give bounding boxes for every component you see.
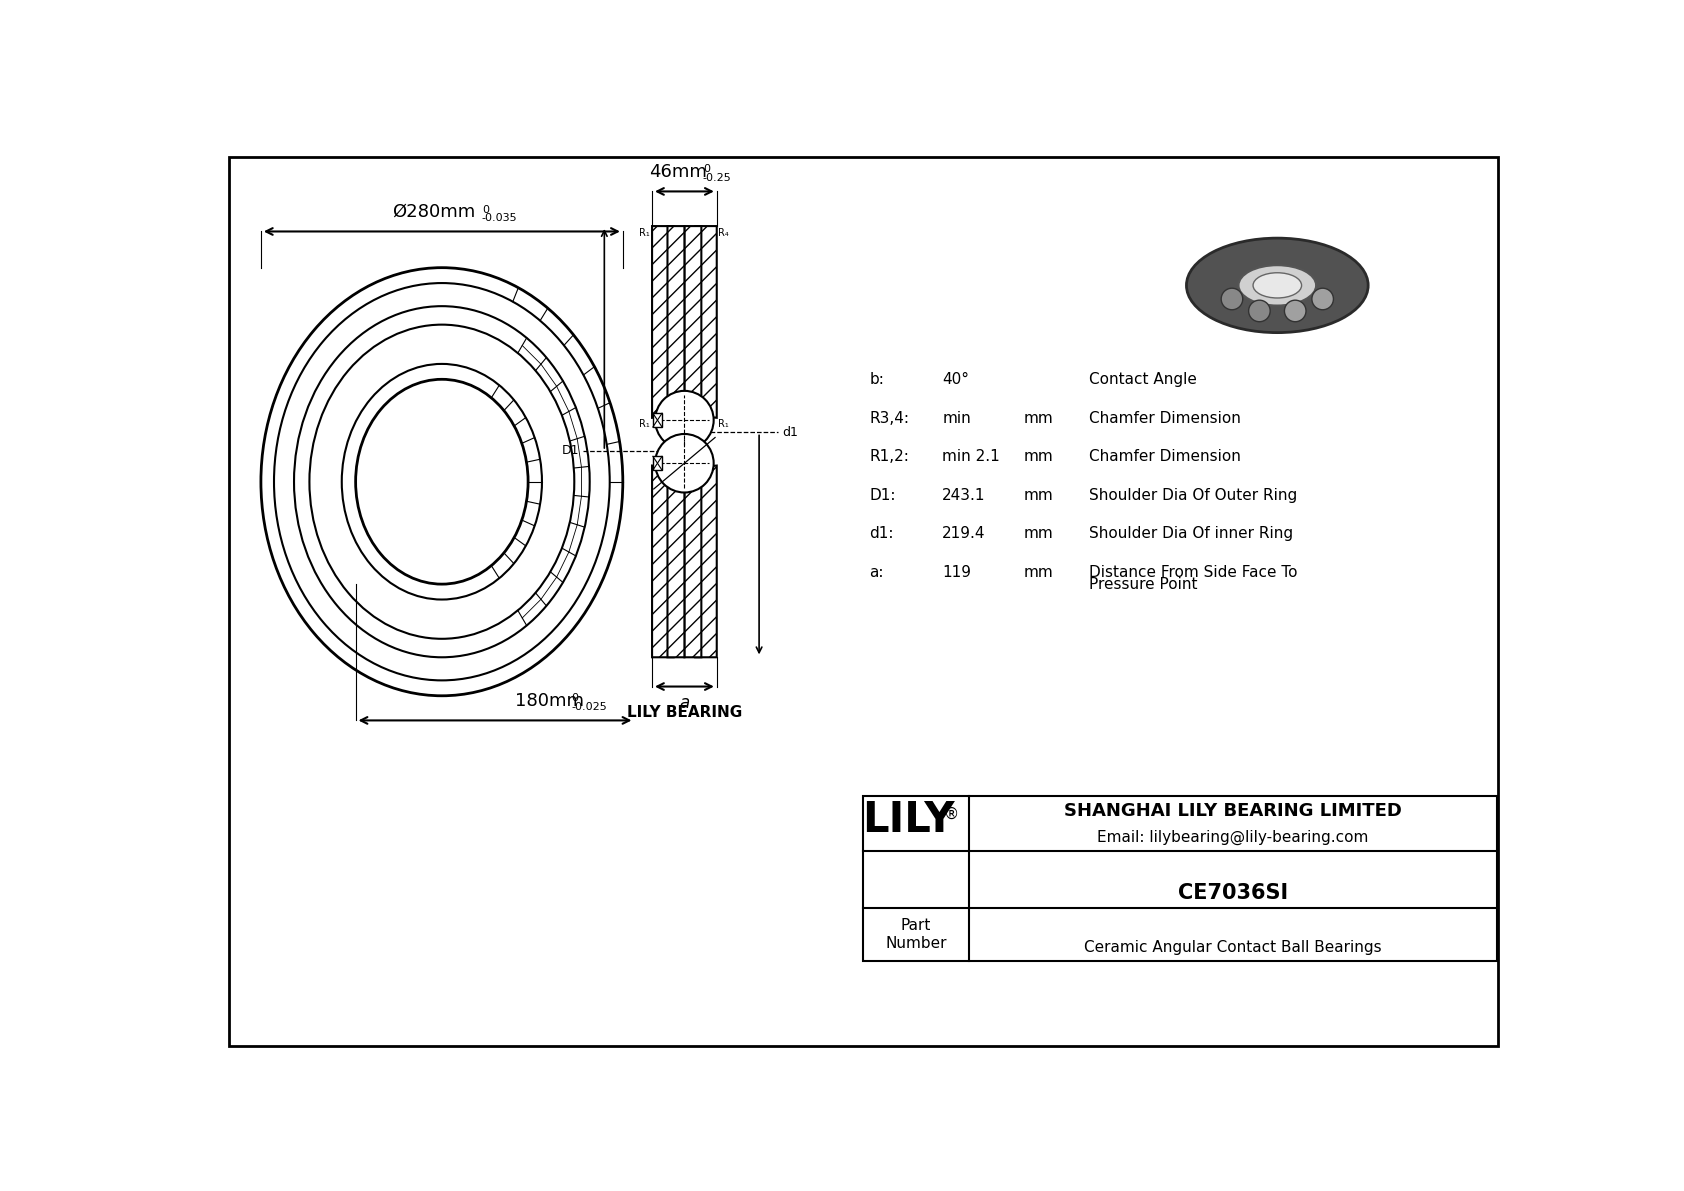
Ellipse shape [1238,266,1317,306]
Circle shape [1214,270,1236,292]
Bar [653,413,662,428]
Text: 0: 0 [571,693,578,704]
Text: Chamfer Dimension: Chamfer Dimension [1088,411,1241,426]
Text: R1,2:: R1,2: [869,449,909,464]
Bar [862,796,1497,961]
Text: D1:: D1: [869,488,896,503]
Text: 0: 0 [482,205,488,214]
Circle shape [1233,254,1255,275]
Text: min: min [943,411,972,426]
Text: Pressure Point: Pressure Point [1088,578,1197,592]
Text: R₂: R₂ [675,432,685,442]
Circle shape [1319,270,1340,292]
Text: R₃: R₃ [682,229,694,238]
Text: 119: 119 [943,565,972,580]
Text: Contact Angle: Contact Angle [1088,373,1197,387]
Text: d1: d1 [781,426,798,439]
Polygon shape [652,226,684,436]
Polygon shape [684,226,717,436]
Polygon shape [684,451,701,657]
Text: R₁: R₁ [638,418,650,429]
Text: R3,4:: R3,4: [869,411,909,426]
Text: ®: ® [945,806,960,822]
Text: mm: mm [1024,411,1052,426]
Bar [653,456,662,470]
Text: 46mm: 46mm [650,163,707,181]
Text: Distance From Side Face To: Distance From Side Face To [1088,565,1297,580]
Text: R₁: R₁ [719,418,729,429]
Text: d1:: d1: [869,526,894,542]
Text: -0.035: -0.035 [482,213,517,223]
Text: Shoulder Dia Of Outer Ring: Shoulder Dia Of Outer Ring [1088,488,1297,503]
Text: 0: 0 [702,164,711,175]
Text: 219.4: 219.4 [943,526,985,542]
Polygon shape [684,448,717,657]
Text: Chamfer Dimension: Chamfer Dimension [1088,449,1241,464]
Text: Shoulder Dia Of inner Ring: Shoulder Dia Of inner Ring [1088,526,1293,542]
Text: -0.25: -0.25 [702,173,731,183]
Text: mm: mm [1024,526,1052,542]
Ellipse shape [1187,238,1367,332]
Text: mm: mm [1024,488,1052,503]
Polygon shape [667,451,684,657]
Circle shape [1248,300,1270,322]
Text: R₂: R₂ [675,229,685,238]
Circle shape [1266,248,1288,269]
Text: Ceramic Angular Contact Ball Bearings: Ceramic Angular Contact Ball Bearings [1084,940,1383,955]
Polygon shape [684,226,701,432]
Text: LILY BEARING: LILY BEARING [626,705,743,721]
Text: R₂: R₂ [684,432,694,442]
Circle shape [1312,288,1334,310]
Text: b: b [684,478,692,491]
Text: SHANGHAI LILY BEARING LIMITED: SHANGHAI LILY BEARING LIMITED [1064,802,1403,821]
Circle shape [1285,300,1307,322]
Text: mm: mm [1024,565,1052,580]
Text: R₄: R₄ [719,229,729,238]
Text: b:: b: [869,373,884,387]
Text: D1: D1 [561,444,579,457]
Text: 243.1: 243.1 [943,488,985,503]
Polygon shape [667,226,684,432]
Text: min 2.1: min 2.1 [943,449,1000,464]
Text: mm: mm [1024,449,1052,464]
Text: 180mm: 180mm [515,692,584,710]
Circle shape [655,391,714,449]
Text: CE7036SI: CE7036SI [1179,883,1288,903]
Text: LILY: LILY [862,799,955,841]
Ellipse shape [1253,273,1302,298]
Text: a: a [679,694,689,712]
Circle shape [655,434,714,493]
Circle shape [1300,254,1322,275]
Text: R₁: R₁ [638,229,650,238]
Text: a:: a: [869,565,884,580]
Text: Ø280mm: Ø280mm [392,202,477,220]
Circle shape [1221,288,1243,310]
Text: -0.025: -0.025 [571,701,606,712]
Text: Email: lilybearing@lily-bearing.com: Email: lilybearing@lily-bearing.com [1098,830,1369,846]
Text: Part
Number: Part Number [886,918,946,950]
Text: 40°: 40° [943,373,970,387]
Polygon shape [652,448,684,657]
